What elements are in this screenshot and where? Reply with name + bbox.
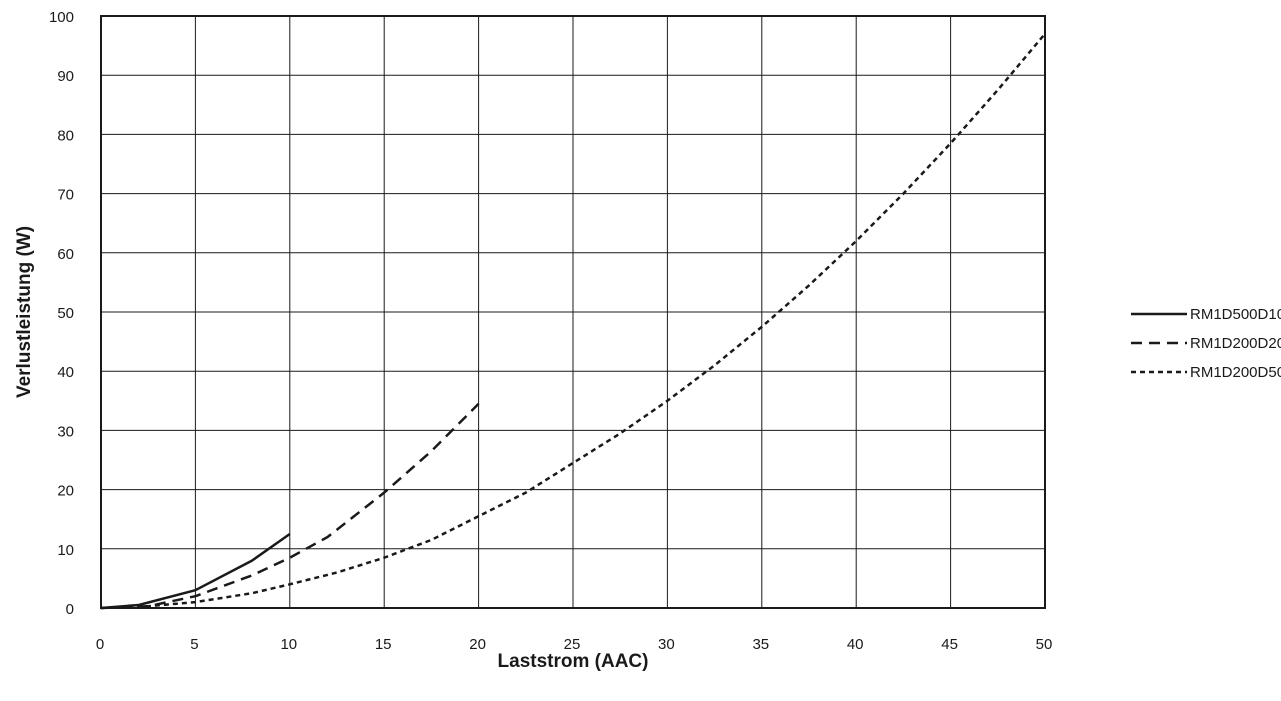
grid [101, 16, 1045, 608]
x-tick-label: 40 [847, 636, 864, 653]
y-tick-label: 70 [57, 187, 74, 204]
y-tick-label: 10 [57, 542, 74, 559]
y-tick-labels: 0 10 20 30 40 50 60 70 80 90 100 [49, 9, 74, 618]
series-line-rm1d200d50 [100, 32, 1046, 610]
x-tick-label: 20 [469, 636, 486, 653]
y-tick-label: 80 [57, 127, 74, 144]
y-tick-label: 100 [49, 9, 74, 26]
y-tick-label: 30 [57, 423, 74, 440]
x-tick-label: 35 [752, 636, 769, 653]
x-tick-label: 15 [375, 636, 392, 653]
y-tick-label: 0 [66, 601, 74, 618]
series-line-rm1d200d20 [100, 402, 480, 610]
y-tick-label: 40 [57, 364, 74, 381]
legend-label: RM1D500D10 [1190, 306, 1281, 323]
x-tick-label: 50 [1036, 636, 1053, 653]
x-tick-label: 0 [96, 636, 104, 653]
x-tick-label: 25 [564, 636, 581, 653]
y-tick-label: 20 [57, 483, 74, 500]
y-tick-label: 50 [57, 305, 74, 322]
legend-label: RM1D200D20 [1190, 335, 1281, 352]
plot-frame [100, 15, 1046, 609]
legend: RM1D500D10 RM1D200D20 RM1D200D50 [1131, 306, 1281, 381]
y-axis-title: Verlustleistung (W) [14, 226, 35, 398]
x-axis-title: Laststrom (AAC) [498, 651, 649, 672]
x-tick-label: 30 [658, 636, 675, 653]
x-tick-label: 45 [941, 636, 958, 653]
y-tick-label: 60 [57, 246, 74, 263]
x-tick-label: 10 [280, 636, 297, 653]
x-tick-labels: 0 5 10 15 20 25 30 35 40 45 50 [96, 636, 1053, 653]
y-tick-label: 90 [57, 68, 74, 85]
series-lines [100, 32, 1046, 610]
x-tick-label: 5 [190, 636, 198, 653]
legend-label: RM1D200D50 [1190, 364, 1281, 381]
